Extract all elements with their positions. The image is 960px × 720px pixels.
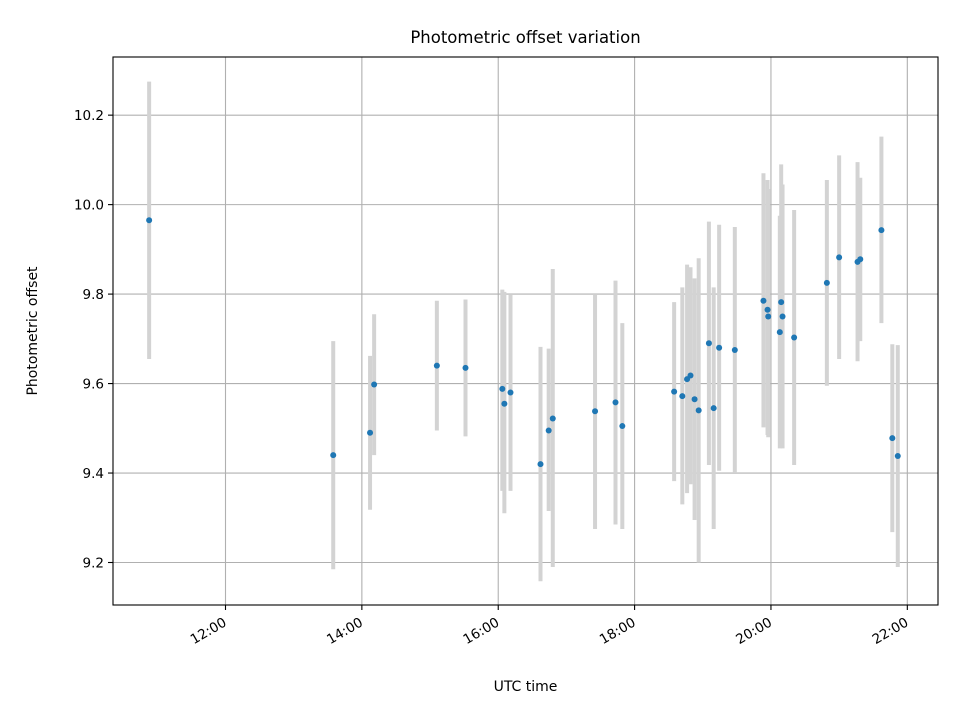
data-point [507,389,514,396]
plot-area-frame [112,56,939,606]
data-point [146,217,153,224]
data-points [146,217,901,468]
data-point [549,415,556,422]
data-point [619,423,626,430]
data-point [779,313,786,320]
y-tick-label: 9.4 [83,466,104,482]
data-point [695,407,702,414]
y-tick-label: 10.0 [74,198,104,214]
data-point [499,385,506,392]
data-point [612,399,619,406]
data-point [894,453,901,460]
grid-lines [113,57,938,605]
data-point [710,405,717,412]
data-point [731,347,738,354]
data-point [878,227,885,234]
data-point [823,279,830,286]
y-tick-label: 9.2 [83,556,104,572]
data-point [501,400,508,407]
data-point [367,429,374,436]
data-point [537,461,544,468]
data-point [836,254,843,261]
y-tick-label: 9.6 [83,377,104,393]
data-point [764,306,771,313]
x-axis-title: UTC time [494,679,558,695]
data-point [778,299,785,306]
y-axis-title: Photometric offset [25,266,41,396]
data-point [857,256,864,263]
data-point [765,313,772,320]
data-point [716,344,723,351]
data-point [371,381,378,388]
data-point [671,388,678,395]
chart-title: Photometric offset variation [410,28,640,47]
y-tick-label: 10.2 [74,108,104,124]
data-point [330,452,337,459]
data-point [776,329,783,336]
data-point [679,393,686,400]
data-point [889,435,896,442]
y-tick-label: 9.8 [83,287,104,303]
data-point [545,427,552,434]
data-point [687,372,694,379]
data-point [462,364,469,371]
data-point [760,297,767,304]
data-point [705,340,712,347]
data-point [791,334,798,341]
data-point [592,408,599,415]
data-point [691,396,698,403]
data-point [433,362,440,369]
